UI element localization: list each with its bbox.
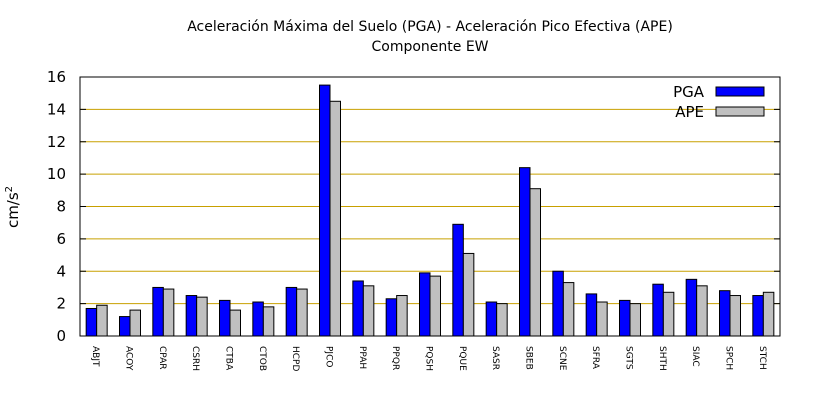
bar-ape-sasr	[496, 303, 508, 337]
bar-ape-ctob	[262, 306, 275, 337]
y-axis-label-exponent: 2	[4, 186, 15, 192]
bar-ape-sgts	[629, 303, 641, 337]
x-tick-label: SBEB	[524, 346, 534, 370]
bar-ape-sbeb	[529, 188, 541, 337]
bar-ape-ppah	[362, 285, 375, 337]
legend: PGA APE	[673, 83, 765, 121]
bar-ape-siac	[696, 285, 708, 337]
x-tick-label: ACOY	[124, 346, 134, 371]
bar-pga-ctba	[219, 299, 231, 337]
y-tick-label: 8	[56, 198, 66, 216]
bar-ape-scne	[562, 282, 575, 337]
bar-pga-spch	[719, 290, 731, 337]
chart-title: Aceleración Máxima del Suelo (PGA) - Ace…	[187, 19, 673, 35]
y-axis-label: cm/s2	[4, 186, 22, 228]
y-tick-label: 12	[47, 133, 66, 151]
chart-subtitle: Componente EW	[371, 39, 488, 55]
x-tick-labels: ABJT ACOY CPAR CSRH CTBA CTOB HCPD PJCO PPAH PPQR…	[90, 346, 767, 371]
x-tick-label: SCNE	[557, 346, 567, 371]
grid-lines	[80, 108, 780, 305]
bar-ape-pqsh	[429, 275, 441, 337]
x-tick-label: PQSH	[424, 346, 434, 371]
x-tick-label: ABJT	[90, 346, 100, 367]
y-tick-label: 0	[56, 327, 66, 345]
bar-pga-acoy	[119, 316, 131, 337]
bar-pga-pqsh	[419, 272, 431, 337]
bar-ape-spch	[729, 295, 741, 337]
x-tick-label: CSRH	[190, 346, 200, 371]
bar-pga-shth	[652, 283, 664, 337]
y-tick-label: 6	[56, 230, 66, 248]
bar-ape-acoy	[129, 309, 141, 337]
x-tick-label: PPQR	[390, 346, 400, 370]
x-tick-label: PPAH	[357, 346, 367, 369]
x-tick-label: SGTS	[624, 346, 634, 370]
bar-pga-ppqr	[385, 298, 398, 337]
bars	[85, 84, 775, 337]
y-tick-label: 2	[56, 295, 66, 313]
legend-swatch-pga	[715, 86, 765, 97]
bar-ape-ctba	[229, 309, 241, 337]
y-tick-labels: 0 2 4 6 8 10 12 14 16	[47, 68, 66, 345]
x-tick-label: CTBA	[224, 346, 234, 371]
bar-pga-pjco	[319, 84, 331, 337]
bar-ape-pjco	[329, 100, 341, 337]
x-tick-label: SASR	[490, 346, 500, 370]
bar-pga-sgts	[619, 299, 631, 337]
bar-pga-cpar	[152, 286, 164, 337]
legend-swatch-ape	[715, 106, 765, 117]
bar-ape-csrh	[196, 296, 208, 337]
bar-ape-shth	[662, 291, 675, 337]
bar-ape-abjt	[96, 304, 108, 337]
x-tick-label: SPCH	[724, 346, 734, 370]
bar-pga-siac	[685, 278, 698, 337]
x-tick-label: SIAC	[690, 346, 700, 367]
x-tick-label: CPAR	[157, 346, 167, 370]
y-tick-label: 10	[47, 165, 66, 183]
y-tick-label: 14	[47, 100, 66, 118]
bar-pga-sfra	[585, 293, 598, 337]
bar-pga-sasr	[485, 301, 498, 337]
y-tick-label: 16	[47, 68, 66, 86]
bar-pga-abjt	[85, 307, 98, 337]
bar-pga-stch	[752, 295, 764, 337]
plot-frame	[79, 76, 781, 337]
x-tick-label: CTOB	[257, 346, 267, 371]
x-tick-label: STCH	[757, 346, 767, 370]
x-tick-label: PQUE	[457, 346, 467, 371]
x-tick-label: PJCO	[324, 346, 334, 367]
legend-label-ape: APE	[675, 103, 704, 121]
bar-pga-pque	[452, 223, 464, 337]
bar-pga-sbeb	[519, 167, 531, 337]
bar-ape-ppqr	[396, 295, 408, 337]
x-tick-label: HCPD	[290, 346, 300, 371]
bar-ape-hcpd	[296, 288, 308, 337]
bar-pga-ctob	[252, 301, 264, 337]
bar-pga-ppah	[352, 280, 364, 337]
x-tick-label: SHTH	[657, 346, 667, 371]
bar-pga-hcpd	[285, 286, 298, 337]
y-tick-label: 4	[56, 262, 66, 280]
bar-ape-pque	[462, 252, 475, 337]
axes	[79, 76, 781, 337]
y-axis-label-unit: cm/s	[4, 192, 22, 228]
bar-pga-scne	[552, 270, 564, 337]
bar-ape-cpar	[162, 288, 175, 337]
legend-label-pga: PGA	[673, 83, 705, 101]
bar-ape-sfra	[596, 301, 608, 337]
bar-pga-csrh	[185, 295, 198, 337]
x-tick-label: SFRA	[590, 346, 600, 370]
bar-ape-stch	[762, 291, 775, 337]
